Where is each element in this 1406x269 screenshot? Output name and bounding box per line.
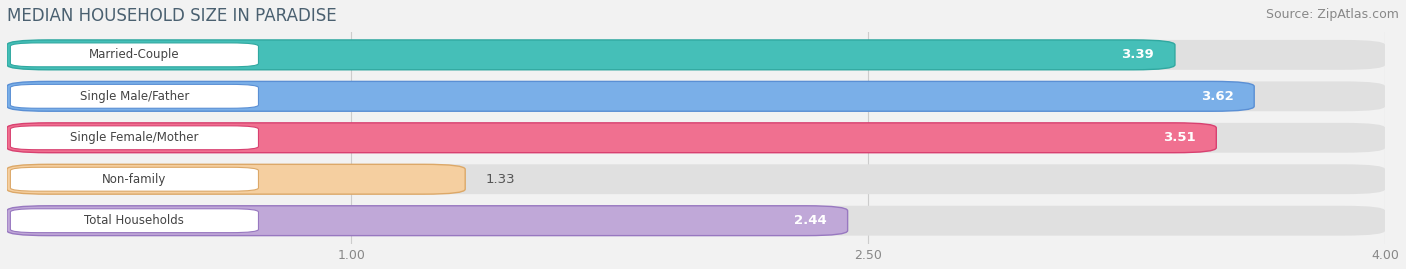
FancyBboxPatch shape — [10, 126, 259, 150]
Text: Married-Couple: Married-Couple — [89, 48, 180, 61]
Text: Source: ZipAtlas.com: Source: ZipAtlas.com — [1265, 8, 1399, 21]
FancyBboxPatch shape — [10, 84, 259, 108]
FancyBboxPatch shape — [7, 164, 1385, 194]
Text: 3.62: 3.62 — [1201, 90, 1233, 103]
Text: Single Female/Mother: Single Female/Mother — [70, 131, 198, 144]
FancyBboxPatch shape — [7, 40, 1385, 70]
FancyBboxPatch shape — [7, 164, 465, 194]
Text: Single Male/Father: Single Male/Father — [80, 90, 190, 103]
Text: 2.44: 2.44 — [794, 214, 827, 227]
Text: Total Households: Total Households — [84, 214, 184, 227]
Text: 3.39: 3.39 — [1122, 48, 1154, 61]
Text: MEDIAN HOUSEHOLD SIZE IN PARADISE: MEDIAN HOUSEHOLD SIZE IN PARADISE — [7, 7, 336, 25]
Text: 3.51: 3.51 — [1163, 131, 1195, 144]
Text: Non-family: Non-family — [103, 173, 167, 186]
FancyBboxPatch shape — [7, 123, 1216, 153]
FancyBboxPatch shape — [10, 43, 259, 67]
FancyBboxPatch shape — [7, 82, 1254, 111]
FancyBboxPatch shape — [7, 206, 848, 236]
FancyBboxPatch shape — [7, 206, 1385, 236]
FancyBboxPatch shape — [7, 123, 1385, 153]
Text: 1.33: 1.33 — [486, 173, 516, 186]
FancyBboxPatch shape — [10, 167, 259, 191]
FancyBboxPatch shape — [7, 82, 1385, 111]
FancyBboxPatch shape — [10, 209, 259, 233]
FancyBboxPatch shape — [7, 40, 1175, 70]
